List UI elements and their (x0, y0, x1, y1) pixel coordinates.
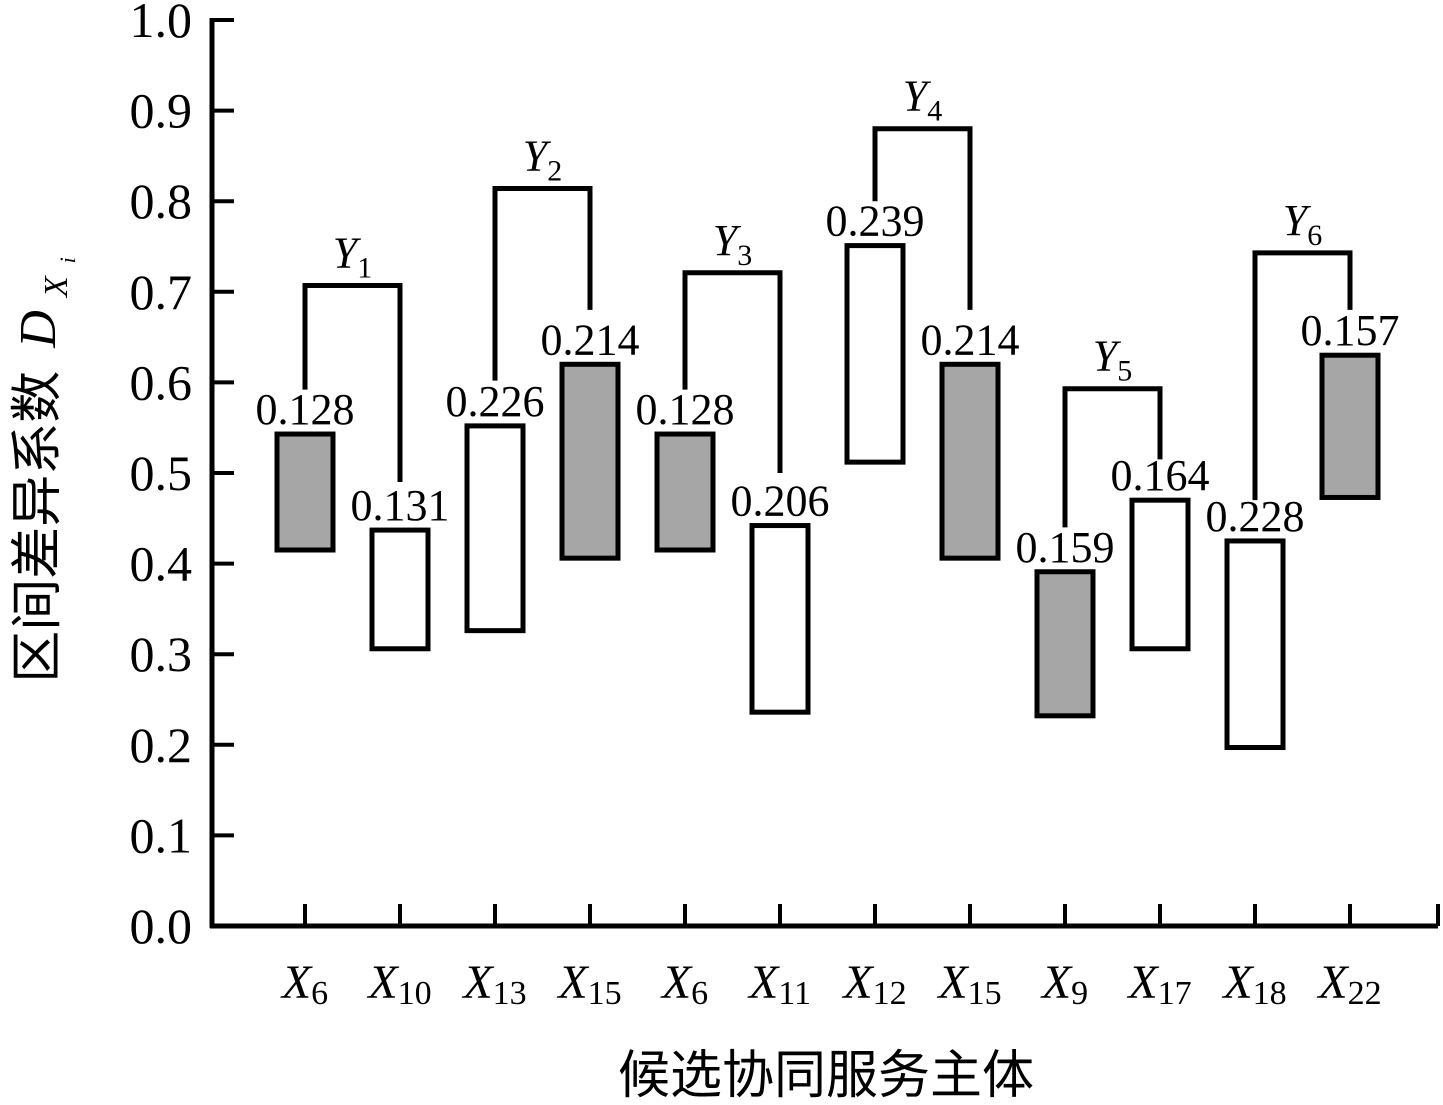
group-bracket (302, 282, 403, 483)
group-label: Y1 (333, 228, 372, 284)
bar-value-label: 0.131 (351, 481, 450, 530)
x-tick-label: X22 (1316, 956, 1381, 1012)
group-label: Y5 (1093, 332, 1132, 388)
x-tick-label: X6 (660, 956, 708, 1012)
group-bracket (1062, 386, 1163, 528)
x-tick-label: X18 (1221, 956, 1286, 1012)
group-label: Y3 (713, 216, 752, 272)
interval-bar (274, 431, 336, 553)
y-axis-title: 区间差异系数 D X i (10, 257, 80, 682)
interval-bar (1224, 538, 1286, 751)
y-axis: 0.0 0.1 0.2 0.3 0.4 0.5 0.6 0.7 0.8 0.9 1.0 (130, 0, 234, 954)
y-axis-title-sub: X (38, 275, 75, 299)
bar-value-label: 0.164 (1111, 451, 1210, 500)
x-tick-label: X17 (1126, 956, 1191, 1012)
x-tick-label: X12 (841, 956, 906, 1012)
group-brackets: Y1 Y2 Y3 Y4 Y5 Y6 (302, 72, 1353, 528)
interval-bar (1034, 569, 1096, 719)
x-tick-label: X15 (556, 956, 621, 1012)
y-tick-label: 0.5 (130, 445, 193, 501)
y-tick-label: 0.6 (130, 354, 193, 410)
group-label: Y4 (903, 72, 942, 128)
data-labels: 0.128 0.131 0.226 0.214 0.128 0.206 0.239 0.214… (256, 197, 1400, 572)
y-tick-label: 0.3 (130, 626, 193, 682)
group-label: Y2 (523, 132, 562, 188)
y-tick-label: 0.7 (130, 264, 193, 320)
interval-bar (559, 361, 621, 561)
interval-bar (939, 361, 1001, 561)
y-tick-label: 0.2 (130, 717, 193, 773)
group-bracket (1252, 250, 1353, 501)
interval-bar (1129, 497, 1191, 652)
x-tick-label: X15 (936, 956, 1001, 1012)
group-bracket (492, 186, 593, 381)
bar-value-label: 0.239 (826, 197, 925, 246)
x-tick-label: X6 (280, 956, 328, 1012)
svg-text:区间差异系数 D X i: 区间差异系数 D X i (10, 257, 80, 682)
interval-bar (654, 431, 716, 553)
bar-value-label: 0.157 (1301, 306, 1400, 355)
x-tick-label: X13 (461, 956, 526, 1012)
y-axis-title-symbol: D (10, 310, 67, 349)
interval-bar (464, 423, 526, 634)
bar-value-label: 0.226 (446, 377, 545, 426)
bar-value-label: 0.214 (921, 315, 1020, 364)
x-axis: X6 X10 X13 X15 X6 X11 X12 X15 X9 X17 X18 X22 (210, 904, 1440, 1012)
bar-value-label: 0.159 (1016, 523, 1115, 572)
group-bracket (872, 126, 973, 310)
x-tick-label: X9 (1040, 956, 1088, 1012)
y-axis-title-text: 区间差异系数 (10, 371, 67, 683)
y-tick-label: 0.8 (130, 173, 193, 229)
y-tick-label: 0.4 (130, 536, 193, 592)
bar-value-label: 0.214 (541, 315, 640, 364)
bars (274, 243, 1381, 751)
y-tick-label: 0.0 (130, 898, 193, 954)
y-tick-label: 0.9 (130, 83, 193, 139)
interval-bar (1319, 352, 1381, 500)
interval-bar (749, 523, 811, 715)
y-axis-title-subsub: i (55, 257, 80, 263)
interval-bar (844, 243, 906, 465)
bar-value-label: 0.128 (636, 385, 735, 434)
y-tick-label: 0.1 (130, 807, 193, 863)
bar-value-label: 0.206 (731, 477, 830, 526)
bar-value-label: 0.228 (1206, 492, 1305, 541)
group-bracket (682, 270, 783, 473)
interval-bar (369, 527, 431, 652)
group-label: Y6 (1283, 196, 1322, 252)
y-tick-label: 1.0 (130, 0, 193, 48)
x-tick-label: X11 (747, 956, 811, 1012)
x-axis-title: 候选协同服务主体 (618, 1048, 1034, 1105)
bar-value-label: 0.128 (256, 385, 355, 434)
x-tick-label: X10 (366, 956, 431, 1012)
